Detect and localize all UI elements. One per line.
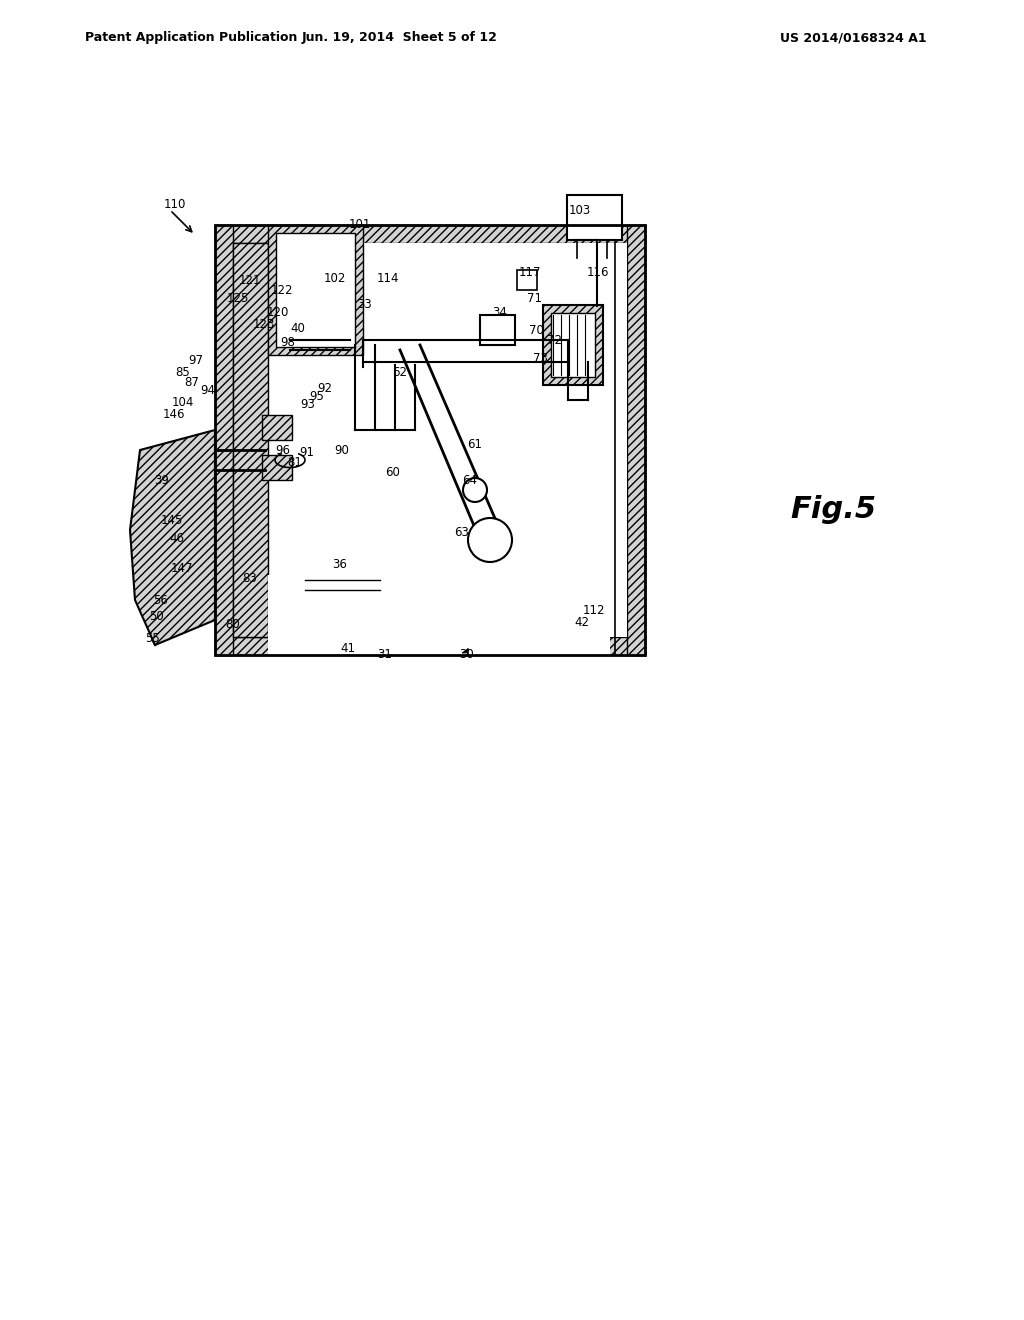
- Text: 62: 62: [392, 366, 408, 379]
- Bar: [215, 638, 645, 655]
- Bar: [627, 224, 645, 655]
- Text: 116: 116: [587, 265, 609, 279]
- Text: 145: 145: [161, 513, 183, 527]
- Text: 41: 41: [341, 642, 355, 655]
- Text: 55: 55: [145, 631, 161, 644]
- Text: 117: 117: [519, 265, 542, 279]
- Text: 112: 112: [583, 603, 605, 616]
- Circle shape: [463, 478, 487, 502]
- Circle shape: [468, 517, 512, 562]
- Text: 87: 87: [184, 376, 200, 389]
- Polygon shape: [130, 430, 215, 645]
- Bar: [215, 224, 645, 243]
- Bar: [215, 224, 233, 655]
- Text: 121: 121: [239, 273, 261, 286]
- Bar: [517, 271, 537, 290]
- Bar: [215, 224, 645, 655]
- Text: 34: 34: [493, 305, 508, 318]
- Text: 94: 94: [201, 384, 215, 396]
- Text: US 2014/0168324 A1: US 2014/0168324 A1: [780, 32, 927, 45]
- Bar: [233, 243, 268, 638]
- Text: Patent Application Publication: Patent Application Publication: [85, 32, 297, 45]
- Text: 114: 114: [377, 272, 399, 285]
- Bar: [543, 305, 603, 385]
- Text: 102: 102: [324, 272, 346, 285]
- Text: 95: 95: [309, 391, 325, 404]
- Text: 91: 91: [299, 446, 314, 459]
- Bar: [551, 313, 595, 378]
- Text: 39: 39: [155, 474, 169, 487]
- Text: 72: 72: [548, 334, 562, 346]
- Text: 120: 120: [267, 305, 289, 318]
- Bar: [567, 195, 622, 240]
- Text: 70: 70: [528, 323, 544, 337]
- Bar: [233, 243, 627, 638]
- Text: 101: 101: [349, 219, 371, 231]
- Text: 147: 147: [171, 561, 194, 574]
- Bar: [276, 234, 355, 347]
- Text: Fig.5: Fig.5: [790, 495, 877, 524]
- Text: 73: 73: [532, 351, 548, 364]
- Text: 60: 60: [386, 466, 400, 479]
- Text: 33: 33: [357, 298, 373, 312]
- Bar: [268, 576, 610, 655]
- Text: 92: 92: [317, 381, 333, 395]
- Text: 146: 146: [163, 408, 185, 421]
- Bar: [268, 224, 362, 355]
- Text: 125: 125: [226, 292, 249, 305]
- Text: 97: 97: [188, 354, 204, 367]
- Text: 61: 61: [468, 438, 482, 451]
- Text: 123: 123: [253, 318, 275, 331]
- Text: 83: 83: [243, 572, 257, 585]
- Bar: [480, 315, 515, 345]
- Text: 104: 104: [172, 396, 195, 408]
- Text: 96: 96: [275, 444, 291, 457]
- Text: 71: 71: [527, 292, 543, 305]
- Bar: [262, 414, 292, 440]
- Text: 42: 42: [574, 615, 590, 628]
- Bar: [262, 455, 292, 480]
- Text: 80: 80: [225, 618, 241, 631]
- Text: 103: 103: [569, 203, 591, 216]
- Text: Jun. 19, 2014  Sheet 5 of 12: Jun. 19, 2014 Sheet 5 of 12: [302, 32, 498, 45]
- Text: 50: 50: [148, 610, 164, 623]
- Text: 98: 98: [281, 335, 296, 348]
- Text: 110: 110: [164, 198, 186, 211]
- Text: 46: 46: [170, 532, 184, 544]
- Text: 63: 63: [455, 525, 469, 539]
- Text: 81: 81: [288, 457, 302, 470]
- Text: 30: 30: [460, 648, 474, 661]
- Text: 85: 85: [176, 367, 190, 380]
- Bar: [551, 313, 595, 378]
- Text: 90: 90: [335, 444, 349, 457]
- Text: 56: 56: [154, 594, 168, 606]
- Text: 93: 93: [301, 399, 315, 412]
- Text: 31: 31: [378, 648, 392, 661]
- Text: 40: 40: [291, 322, 305, 334]
- Text: 122: 122: [270, 284, 293, 297]
- Text: 36: 36: [333, 558, 347, 572]
- Text: 64: 64: [463, 474, 477, 487]
- Bar: [276, 234, 355, 347]
